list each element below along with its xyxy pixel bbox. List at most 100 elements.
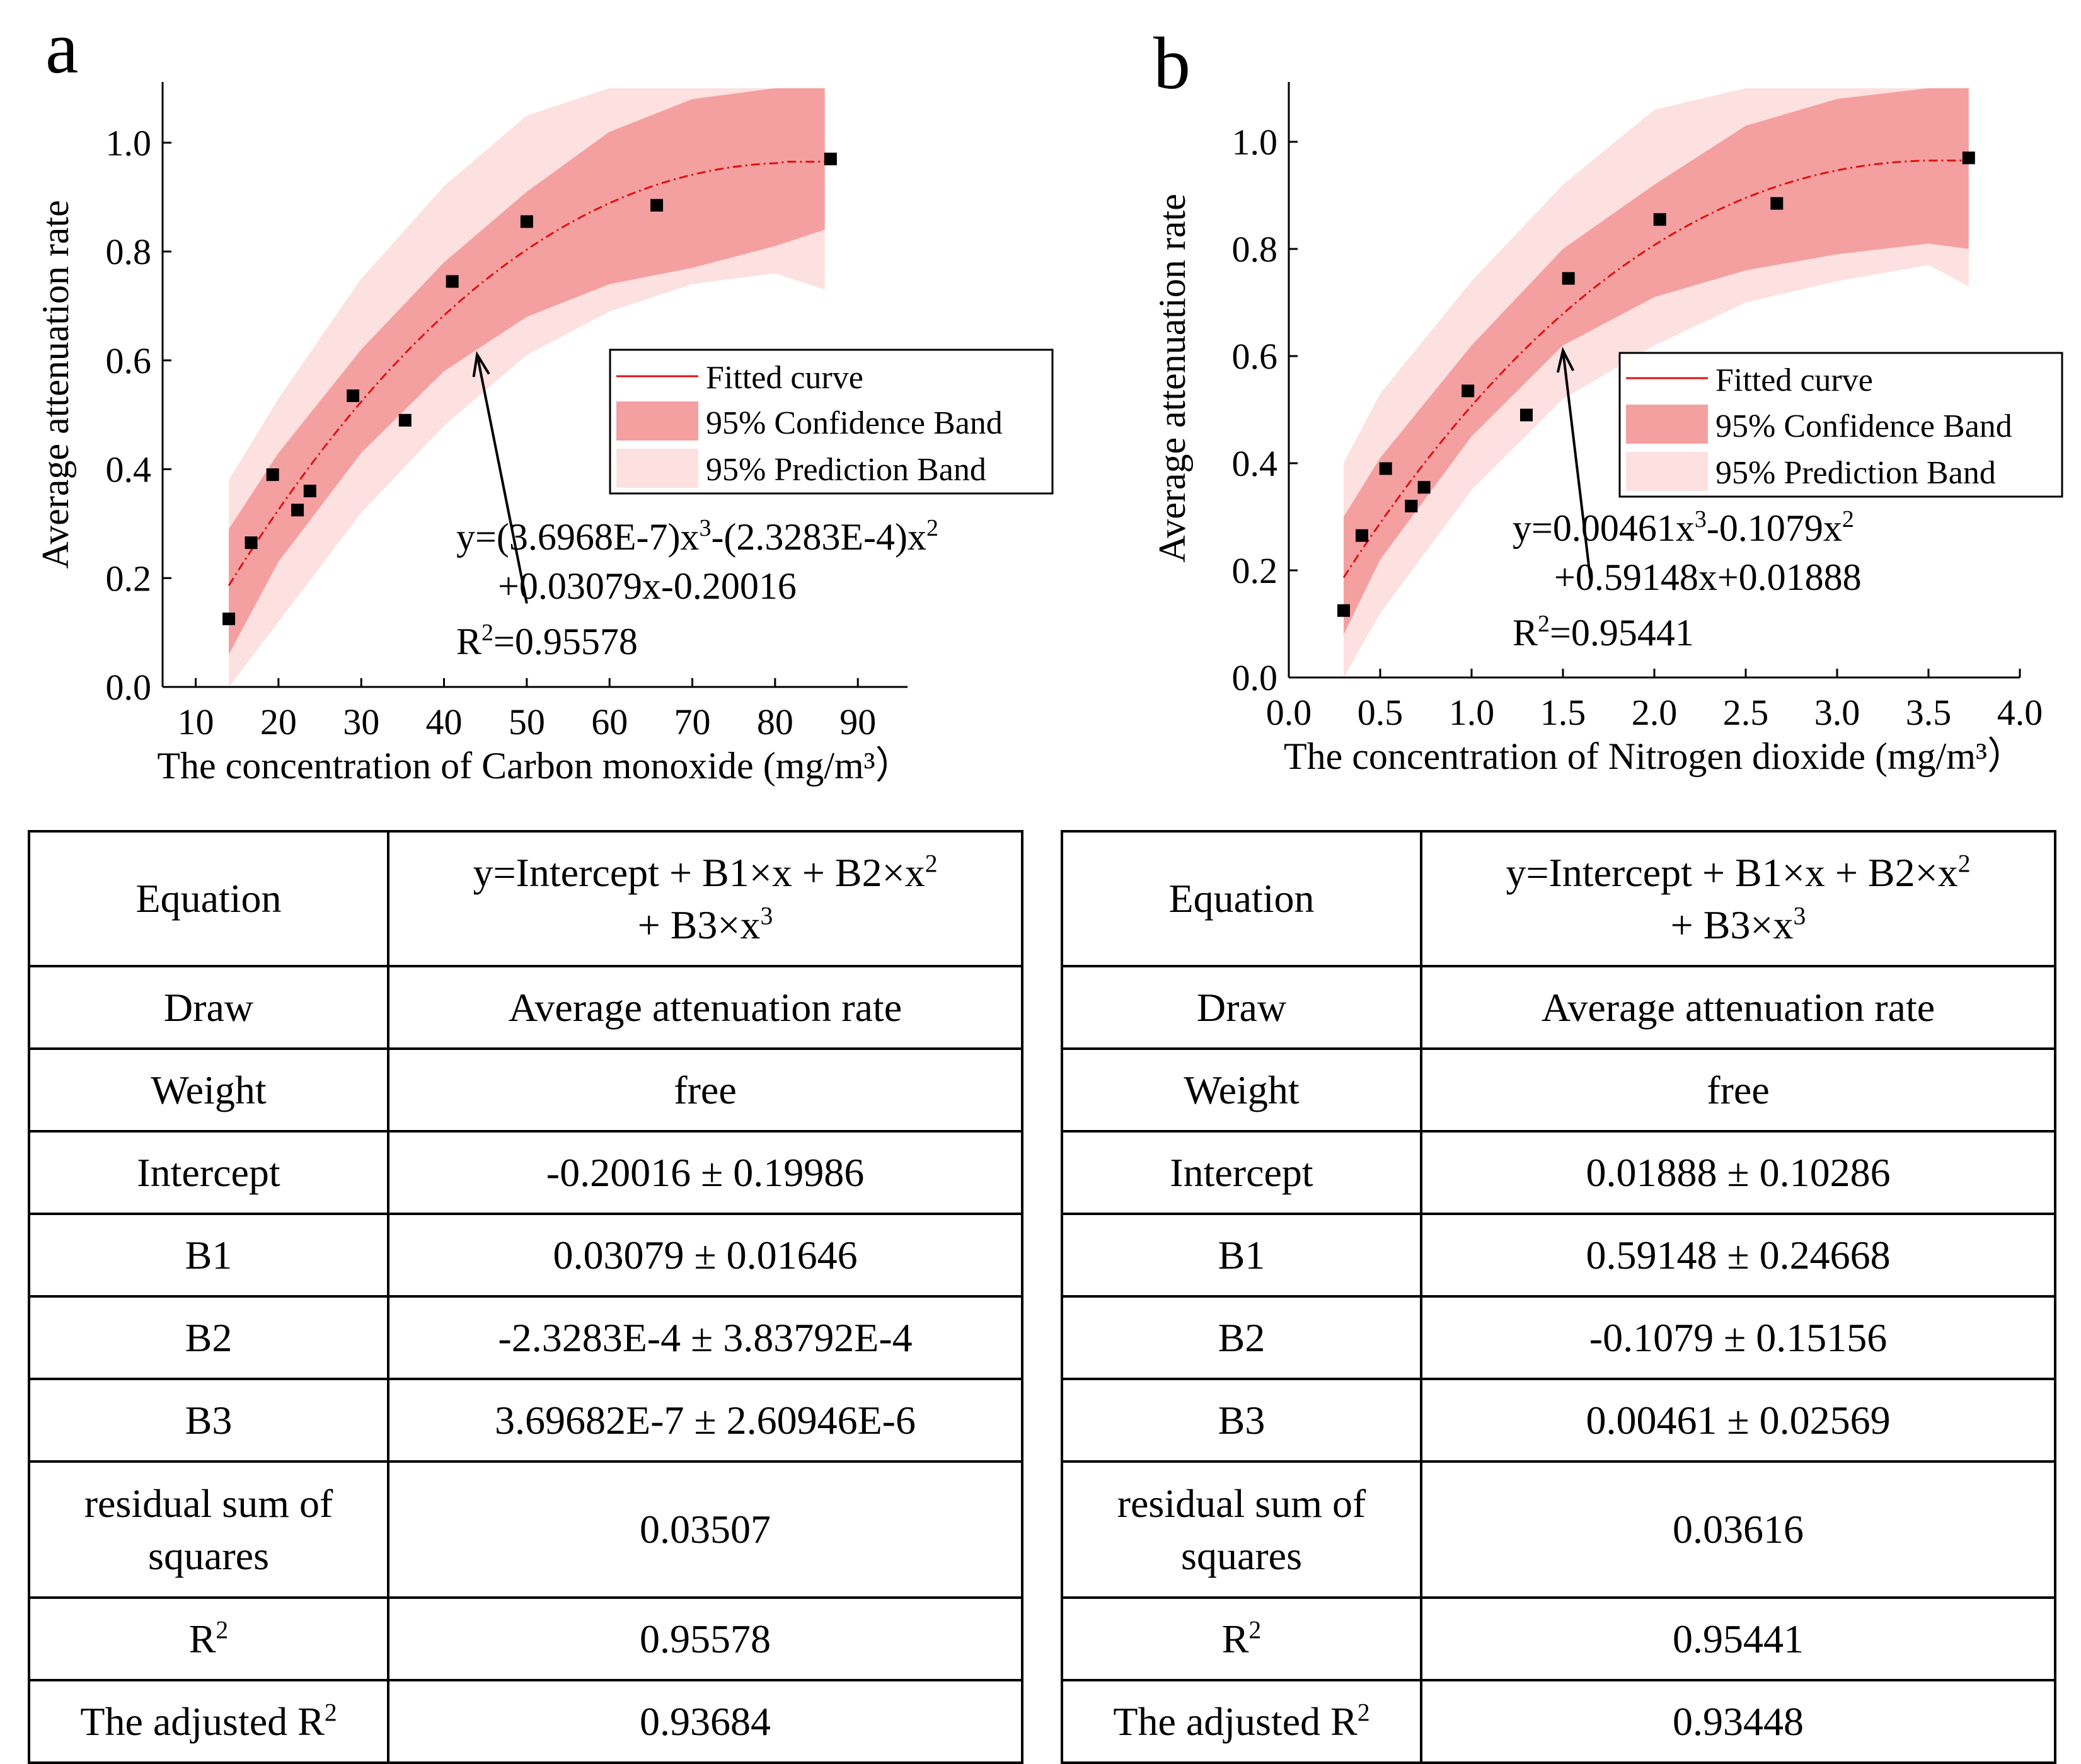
data-point	[1770, 197, 1784, 210]
table-row: B2 -2.3283E-4 ± 3.83792E-4	[28, 1295, 1023, 1380]
row-value: -0.1079 ± 0.15156	[1420, 1295, 2056, 1380]
row-value: 0.95441	[1420, 1596, 2056, 1681]
superscript-three: 3	[760, 902, 773, 930]
superscript-two: 2	[926, 515, 938, 541]
table-row: Equation y=Intercept + B1×x + B2×x2 + B3×…	[1061, 830, 2056, 967]
chart-panel-b: b 0.0 0.5 1.0 1.5 2.0 2.5 3.0 3.5 4.00.00.20.40.…	[1151, 22, 2063, 777]
row-value: 0.59148 ± 0.24668	[1420, 1213, 2056, 1298]
axes-a: 10 20 30 40 50 60 70 80 90 0.0 0.2 0.4 0.6 0.8 1.0 The …	[35, 82, 913, 787]
data-point	[1562, 272, 1575, 285]
equation-a-r2: =0.95578	[493, 621, 638, 662]
table-row: Draw Average attenuation rate	[1061, 965, 2056, 1050]
row-value: y=Intercept + B1×x + B2×x2 + B3×x3	[387, 830, 1023, 967]
fitted-curve	[228, 161, 825, 586]
equation-a-line1b: -(2.3283E-4)x	[711, 516, 926, 558]
row-value: -0.20016 ± 0.19986	[387, 1130, 1023, 1215]
superscript-two: 2	[1248, 1616, 1262, 1644]
confidence-band	[1344, 88, 1969, 635]
svg-text:R2=0.95441: R2=0.95441	[1513, 611, 1694, 654]
fitted-curve	[1342, 159, 1969, 579]
r-symbol: R	[456, 621, 481, 662]
fit-table-a: Equation y=Intercept + B1×x + B2×x2 + B3×…	[28, 830, 1023, 1764]
row-label: residual sum of squares	[1061, 1460, 1422, 1599]
x-tick-label: 4.0	[1997, 692, 2043, 733]
equation-part1: y=Intercept + B1×x + B2×x	[1506, 850, 1958, 895]
table-row: Draw Average attenuation rate	[28, 965, 1023, 1050]
data-point	[1405, 500, 1418, 512]
table-row: residual sum of squares 0.03616	[1061, 1460, 2056, 1599]
confidence-band	[229, 88, 825, 655]
legend-conf-label-a: 95% Confidence Band	[706, 405, 1003, 441]
superscript-two: 2	[481, 620, 493, 646]
row-value: 3.69682E-7 ± 2.60946E-6	[387, 1378, 1023, 1463]
data-point	[1417, 481, 1431, 494]
row-value: Average attenuation rate	[387, 965, 1023, 1050]
superscript-two: 2	[1538, 611, 1550, 637]
legend-conf-swatch-a	[616, 401, 698, 441]
row-label: residual sum of squares	[28, 1460, 389, 1599]
svg-text:y=(3.6968E-7)x3-(2.3283E-4)x2: y=(3.6968E-7)x3-(2.3283E-4)x2	[456, 515, 938, 558]
y-tick-label: 0.8	[1232, 229, 1278, 270]
table-row: B1 0.03079 ± 0.01646	[28, 1213, 1023, 1298]
x-tick-label: 30	[343, 701, 379, 742]
equation-a: y=(3.6968E-7)x3-(2.3283E-4)x2 +0.03079x-…	[456, 515, 938, 662]
equation-part2: + B3×x	[637, 902, 761, 947]
legend-pred-swatch-a	[616, 449, 698, 488]
row-value: 0.95578	[387, 1596, 1023, 1681]
y-axis-title: Average attenuation rate	[1151, 193, 1193, 562]
row-label: R2	[28, 1596, 389, 1681]
x-axis-title: The concentration of Nitrogen dioxide (m…	[1284, 735, 2025, 777]
row-value: free	[387, 1047, 1023, 1133]
row-label: Draw	[28, 965, 389, 1050]
y-tick-label: 0.0	[1232, 657, 1278, 698]
adjusted-r-label: The adjusted R	[1113, 1698, 1358, 1744]
y-tick-label: 0.8	[106, 231, 152, 272]
x-tick-label: 3.5	[1906, 692, 1952, 733]
table-row: Weight free	[1061, 1047, 2056, 1133]
table-row: residual sum of squares 0.03507	[28, 1460, 1023, 1599]
panel-letter-b: b	[1153, 22, 1190, 105]
r-label: R	[1221, 1616, 1249, 1661]
data-point	[1379, 462, 1392, 475]
y-tick-label: 0.0	[106, 667, 152, 708]
row-label: B3	[1061, 1378, 1422, 1463]
row-label: Draw	[1061, 965, 1422, 1050]
row-value: 0.03507	[387, 1460, 1023, 1599]
data-point	[1337, 604, 1350, 617]
table-row: B3 0.00461 ± 0.02569	[1061, 1378, 2056, 1463]
superscript-three: 3	[699, 515, 711, 541]
superscript-two: 2	[324, 1698, 337, 1727]
legend-pred-label-a: 95% Prediction Band	[706, 452, 986, 488]
annotation-arrow	[476, 354, 528, 604]
data-point	[266, 468, 279, 481]
x-tick-label: 60	[591, 701, 628, 742]
row-value: 0.93448	[1420, 1679, 2056, 1764]
equation-b: y=0.00461x3-0.1079x2 +0.59148x+0.01888 R…	[1513, 506, 1862, 654]
x-tick-label: 40	[426, 701, 463, 742]
table-row: B3 3.69682E-7 ± 2.60946E-6	[28, 1378, 1023, 1463]
legend-fit-label-b: Fitted curve	[1715, 362, 1873, 398]
data-point	[291, 504, 304, 517]
svg-text:R2=0.95578: R2=0.95578	[456, 620, 638, 662]
equation-b-line1: y=0.00461x	[1513, 507, 1695, 549]
data-point	[1356, 529, 1368, 542]
row-value: 0.03616	[1420, 1460, 2056, 1599]
data-point	[1653, 213, 1666, 226]
charts-area: a 10 20 30 40 50 60 70 80 900.00.20.40.60.81.0Th…	[35, 6, 2063, 787]
row-value: 0.03079 ± 0.01646	[387, 1213, 1023, 1298]
x-tick-label: 1.5	[1540, 692, 1586, 733]
y-tick-label: 0.4	[106, 449, 152, 490]
data-point	[1461, 384, 1475, 398]
row-label: Equation	[28, 830, 389, 967]
legend-fit-label-a: Fitted curve	[706, 360, 863, 396]
y-tick-label: 0.6	[106, 340, 152, 381]
row-label: B3	[28, 1378, 389, 1463]
x-tick-label: 2.0	[1632, 692, 1678, 733]
legend-pred-swatch-b	[1626, 452, 1708, 491]
x-tick-label: 1.0	[1449, 692, 1495, 733]
table-row: B2 -0.1079 ± 0.15156	[1061, 1295, 2056, 1380]
equation-b-line2: +0.59148x+0.01888	[1554, 556, 1862, 598]
r-label: R	[188, 1616, 216, 1661]
bands-b	[1344, 88, 1969, 677]
superscript-two: 2	[925, 850, 938, 878]
